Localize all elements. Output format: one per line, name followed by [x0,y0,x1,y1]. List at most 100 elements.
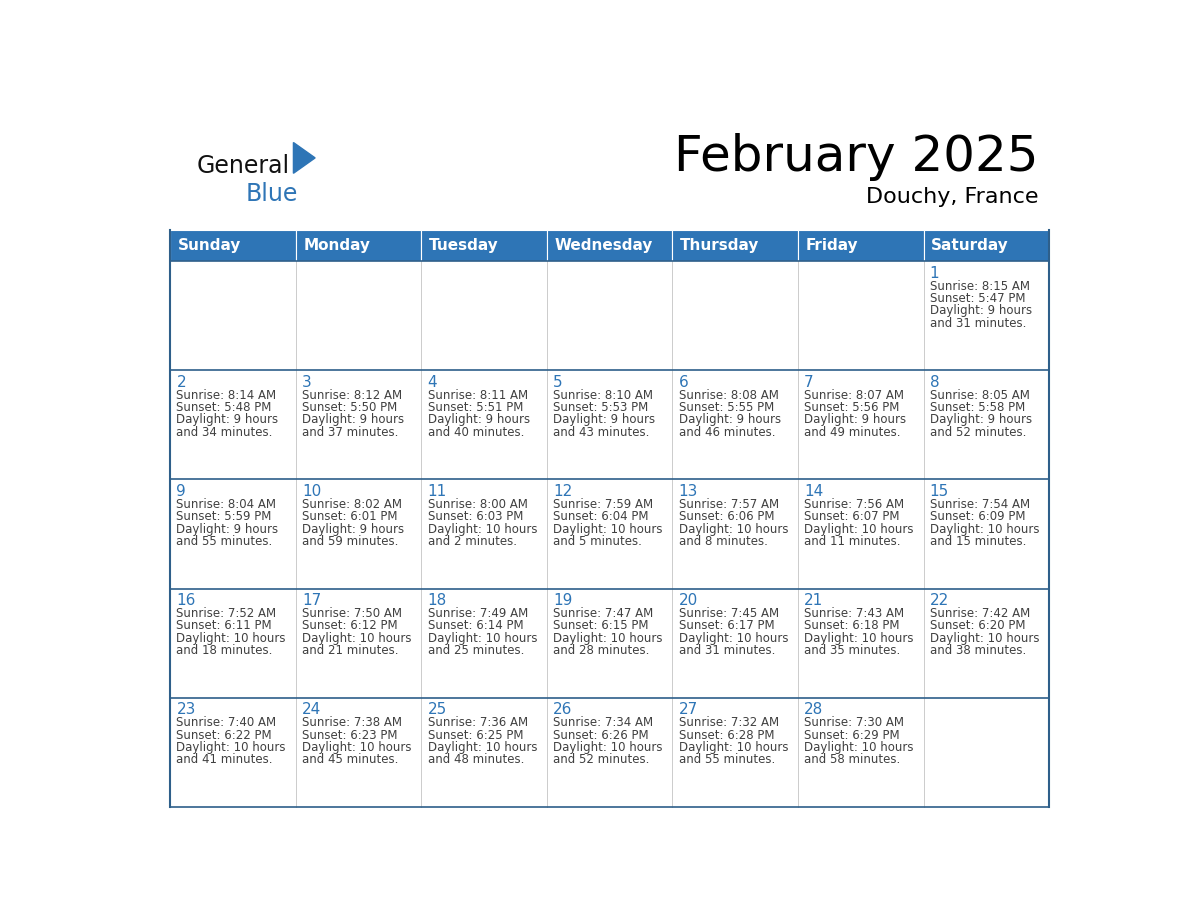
Bar [546,479,672,588]
Text: 3: 3 [302,375,311,390]
Text: Sunrise: 7:40 AM: Sunrise: 7:40 AM [176,716,277,729]
Bar [672,588,798,698]
Text: and 38 minutes.: and 38 minutes. [930,644,1026,657]
Text: Sunset: 6:18 PM: Sunset: 6:18 PM [804,620,899,633]
Text: and 43 minutes.: and 43 minutes. [554,426,650,439]
Text: 12: 12 [554,484,573,499]
Bar [672,370,798,479]
Text: Sunrise: 7:43 AM: Sunrise: 7:43 AM [804,607,904,621]
Bar [923,230,1049,261]
Text: Daylight: 9 hours: Daylight: 9 hours [302,522,404,535]
Text: Sunrise: 7:32 AM: Sunrise: 7:32 AM [678,716,778,729]
Text: and 31 minutes.: and 31 minutes. [678,644,775,657]
Text: Daylight: 9 hours: Daylight: 9 hours [930,413,1032,426]
Text: Sunset: 6:20 PM: Sunset: 6:20 PM [930,620,1025,633]
Text: and 45 minutes.: and 45 minutes. [302,754,398,767]
Bar [798,370,923,479]
Text: and 11 minutes.: and 11 minutes. [804,535,901,548]
Bar [296,230,422,261]
Bar [170,479,296,588]
Text: Sunrise: 8:14 AM: Sunrise: 8:14 AM [176,388,277,402]
Text: Sunset: 6:29 PM: Sunset: 6:29 PM [804,729,899,742]
Polygon shape [293,142,315,174]
Text: Daylight: 10 hours: Daylight: 10 hours [554,741,663,754]
Bar [422,479,546,588]
Text: 1: 1 [930,265,940,281]
Text: and 41 minutes.: and 41 minutes. [176,754,273,767]
Text: 15: 15 [930,484,949,499]
Text: Tuesday: Tuesday [429,238,499,252]
Text: 22: 22 [930,593,949,609]
Text: and 8 minutes.: and 8 minutes. [678,535,767,548]
Text: Sunrise: 8:04 AM: Sunrise: 8:04 AM [176,498,277,511]
Text: Daylight: 9 hours: Daylight: 9 hours [176,522,278,535]
Bar [546,698,672,807]
Text: Daylight: 10 hours: Daylight: 10 hours [428,741,537,754]
Text: and 35 minutes.: and 35 minutes. [804,644,901,657]
Text: Sunset: 6:28 PM: Sunset: 6:28 PM [678,729,775,742]
Text: 10: 10 [302,484,321,499]
Text: Daylight: 9 hours: Daylight: 9 hours [554,413,655,426]
Text: Sunrise: 7:52 AM: Sunrise: 7:52 AM [176,607,277,621]
Bar [546,588,672,698]
Text: Blue: Blue [246,182,298,206]
Bar [923,370,1049,479]
Text: and 48 minutes.: and 48 minutes. [428,754,524,767]
Text: Sunset: 6:15 PM: Sunset: 6:15 PM [554,620,649,633]
Text: Sunrise: 8:15 AM: Sunrise: 8:15 AM [930,280,1030,293]
Text: Saturday: Saturday [931,238,1009,252]
Text: Sunrise: 7:50 AM: Sunrise: 7:50 AM [302,607,402,621]
Text: Daylight: 9 hours: Daylight: 9 hours [930,304,1032,318]
Text: General: General [196,154,290,178]
Text: Daylight: 10 hours: Daylight: 10 hours [302,741,411,754]
Text: and 2 minutes.: and 2 minutes. [428,535,517,548]
Text: Sunset: 6:06 PM: Sunset: 6:06 PM [678,510,775,523]
Text: Daylight: 10 hours: Daylight: 10 hours [804,741,914,754]
Bar [296,370,422,479]
Text: 6: 6 [678,375,688,390]
Text: Daylight: 10 hours: Daylight: 10 hours [428,632,537,644]
Bar [672,261,798,370]
Bar [422,370,546,479]
Text: 9: 9 [176,484,187,499]
Text: 16: 16 [176,593,196,609]
Bar [170,698,296,807]
Text: Sunrise: 7:54 AM: Sunrise: 7:54 AM [930,498,1030,511]
Text: 4: 4 [428,375,437,390]
Bar [546,230,672,261]
Bar [296,698,422,807]
Text: Daylight: 10 hours: Daylight: 10 hours [176,632,286,644]
Text: Sunset: 6:04 PM: Sunset: 6:04 PM [554,510,649,523]
Text: and 25 minutes.: and 25 minutes. [428,644,524,657]
Text: Sunrise: 8:02 AM: Sunrise: 8:02 AM [302,498,402,511]
Text: Sunrise: 7:42 AM: Sunrise: 7:42 AM [930,607,1030,621]
Bar [296,261,422,370]
Text: Sunrise: 7:49 AM: Sunrise: 7:49 AM [428,607,527,621]
Text: Daylight: 10 hours: Daylight: 10 hours [804,632,914,644]
Text: Thursday: Thursday [681,238,759,252]
Text: Sunrise: 7:30 AM: Sunrise: 7:30 AM [804,716,904,729]
Bar [923,261,1049,370]
Text: Sunrise: 7:56 AM: Sunrise: 7:56 AM [804,498,904,511]
Text: Sunrise: 7:45 AM: Sunrise: 7:45 AM [678,607,778,621]
Text: Sunset: 5:51 PM: Sunset: 5:51 PM [428,401,523,414]
Text: and 59 minutes.: and 59 minutes. [302,535,398,548]
Text: 21: 21 [804,593,823,609]
Text: 28: 28 [804,702,823,718]
Text: Daylight: 10 hours: Daylight: 10 hours [678,632,788,644]
Text: 18: 18 [428,593,447,609]
Text: 19: 19 [554,593,573,609]
Text: Sunset: 5:48 PM: Sunset: 5:48 PM [176,401,272,414]
Text: Daylight: 10 hours: Daylight: 10 hours [554,632,663,644]
Text: and 52 minutes.: and 52 minutes. [930,426,1026,439]
Bar [798,261,923,370]
Text: Sunset: 6:23 PM: Sunset: 6:23 PM [302,729,398,742]
Text: and 28 minutes.: and 28 minutes. [554,644,650,657]
Text: Sunset: 6:01 PM: Sunset: 6:01 PM [302,510,398,523]
Bar [546,370,672,479]
Text: and 31 minutes.: and 31 minutes. [930,317,1026,330]
Text: 26: 26 [554,702,573,718]
Text: Sunset: 5:50 PM: Sunset: 5:50 PM [302,401,397,414]
Bar [923,698,1049,807]
Text: Sunrise: 8:08 AM: Sunrise: 8:08 AM [678,388,778,402]
